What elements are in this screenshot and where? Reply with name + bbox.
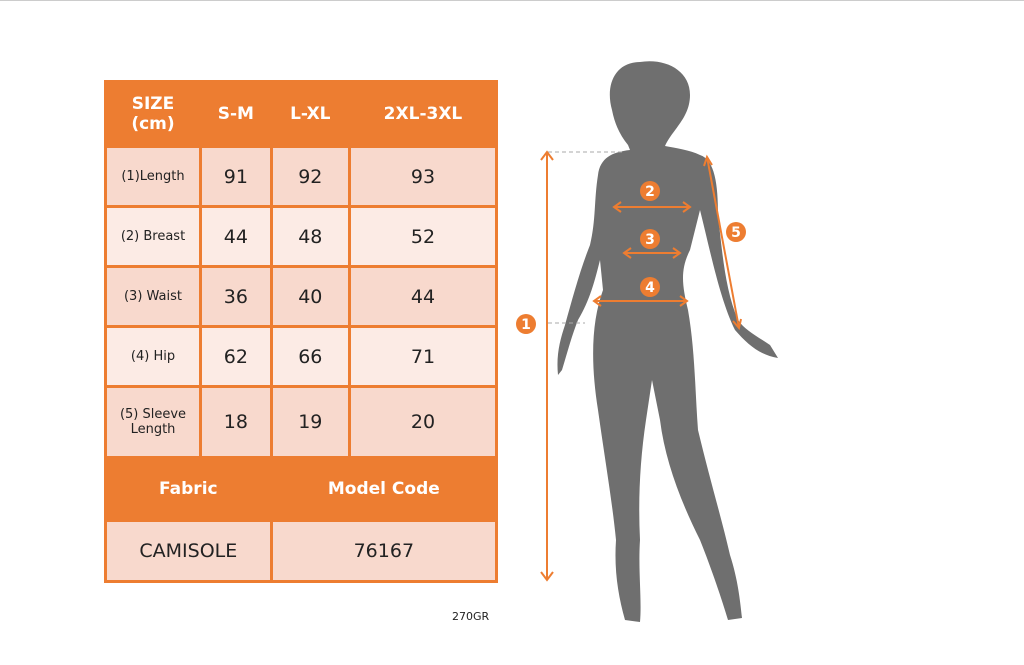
table-row: (3) Waist 36 40 44: [104, 265, 499, 328]
marker-2: 2: [645, 184, 655, 200]
cell: 66: [269, 325, 351, 388]
table-row: (5) Sleeve Length 18 19 20: [104, 385, 499, 459]
fabric-header: Fabric: [104, 456, 273, 522]
marker-1: 1: [521, 317, 531, 333]
cell: 36: [199, 265, 273, 328]
row-label: (2) Breast: [104, 205, 202, 268]
table-header: SIZE (cm) S-M L-XL 2XL-3XL: [104, 80, 499, 148]
table-row: (1)Length 91 92 93: [104, 145, 499, 208]
cell: 44: [347, 265, 499, 328]
size-l-xl: L-XL: [269, 80, 351, 148]
row-label: (3) Waist: [104, 265, 202, 328]
cell: 52: [347, 205, 499, 268]
marker-5: 5: [731, 225, 741, 241]
cell: 92: [269, 145, 351, 208]
cell: 44: [199, 205, 273, 268]
row-label: (1)Length: [104, 145, 202, 208]
row-label: (5) Sleeve Length: [104, 385, 202, 459]
size-header: SIZE (cm): [104, 80, 202, 148]
top-divider: [0, 0, 1024, 1]
silhouette: [557, 61, 778, 623]
table-row: (4) Hip 62 66 71: [104, 325, 499, 388]
model-code-value: 76167: [269, 519, 499, 583]
measure-arrows: [540, 150, 742, 582]
cell: 71: [347, 325, 499, 388]
cell: 91: [199, 145, 273, 208]
cell: 40: [269, 265, 351, 328]
weight-label: 270GR: [452, 610, 490, 623]
fabric-value: CAMISOLE: [104, 519, 273, 583]
marker-badges: 1 2 3 4 5: [516, 181, 746, 334]
fabric-header-row: Fabric Model Code: [104, 456, 499, 522]
cell: 20: [347, 385, 499, 459]
row-label: (4) Hip: [104, 325, 202, 388]
marker-4: 4: [645, 280, 655, 296]
size-2xl-3xl: 2XL-3XL: [347, 80, 499, 148]
cell: 18: [199, 385, 273, 459]
size-s-m: S-M: [199, 80, 273, 148]
marker-3: 3: [645, 232, 655, 248]
cell: 62: [199, 325, 273, 388]
size-table: SIZE (cm) S-M L-XL 2XL-3XL (1)Length 91 9…: [104, 80, 499, 583]
fabric-row: CAMISOLE 76167: [104, 519, 499, 583]
cell: 48: [269, 205, 351, 268]
model-code-header: Model Code: [269, 456, 499, 522]
table-row: (2) Breast 44 48 52: [104, 205, 499, 268]
cell: 93: [347, 145, 499, 208]
guide-lines: [548, 151, 625, 324]
cell: 19: [269, 385, 351, 459]
